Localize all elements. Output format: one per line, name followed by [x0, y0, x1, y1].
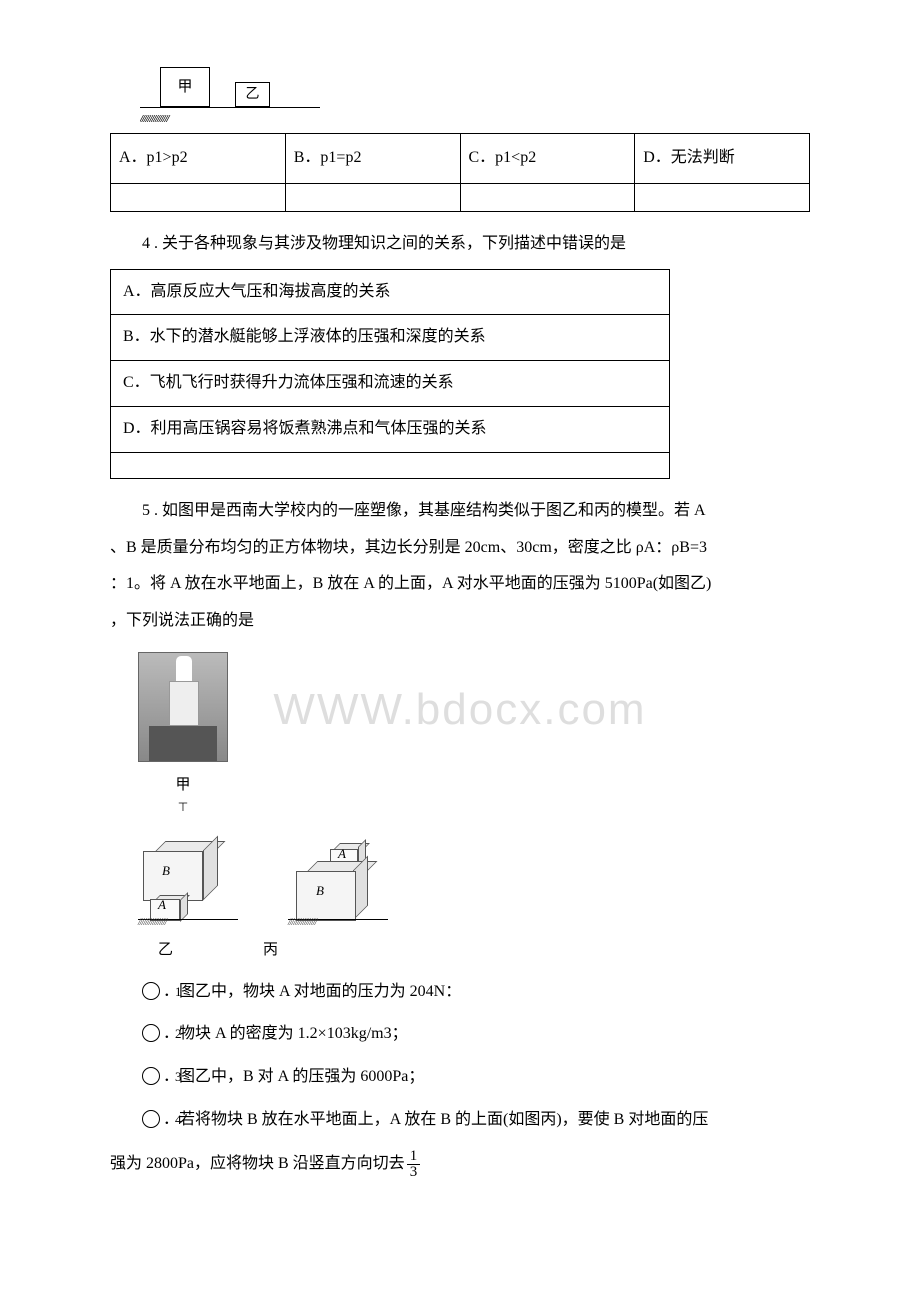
circled-3: 3	[142, 1067, 160, 1085]
tick-under: ⊤	[138, 797, 228, 819]
q4-choices-table: A．高原反应大气压和海拔高度的关系 B．水下的潜水艇能够上浮液体的压强和深度的关…	[110, 269, 670, 479]
q5-line4: ，下列说法正确的是	[110, 607, 810, 636]
cube-label-yi: 乙	[158, 937, 173, 964]
statement-4: 4．若将物块 B 放在水平地面上，A 放在 B 的上面(如图丙)，要使 B 对地…	[110, 1106, 810, 1135]
block-yi: 乙	[235, 82, 270, 107]
hatch-marks: ///////////////	[140, 115, 320, 123]
block-jia-label: 甲	[177, 74, 192, 101]
statement-4-text: ．若将物块 B 放在水平地面上，A 放在 B 的上面(如图丙)，要使 B 对地面…	[163, 1111, 708, 1128]
statue-label-jia: 甲	[138, 772, 228, 799]
block-jia: 甲	[160, 67, 210, 107]
q5-line1: 5 . 如图甲是西南大学校内的一座塑像，其基座结构类似于图乙和丙的模型。若 A	[110, 497, 810, 526]
statement-2-text: ．物块 A 的密度为 1.2×103kg/m3；	[163, 1025, 408, 1042]
cube-diagrams: B A //////////////// A B ///////////////…	[138, 833, 810, 933]
statement-1: 1．图乙中，物块 A 对地面的压力为 204N：	[110, 978, 810, 1007]
statement-3-text: ．图乙中，B 对 A 的压强为 6000Pa；	[163, 1068, 424, 1085]
q3-choices-table: A．p1>p2 B．p1=p2 C．p1<p2 D．无法判断	[110, 133, 810, 212]
cube-label-bing: 丙	[263, 937, 278, 964]
circled-2: 2	[142, 1024, 160, 1042]
circled-1: 1	[142, 982, 160, 1000]
block-yi-label: 乙	[246, 82, 260, 107]
statement-2: 2．物块 A 的密度为 1.2×103kg/m3；	[110, 1020, 810, 1049]
q4-choice-c: C．飞机飞行时获得升力流体压强和流速的关系	[111, 361, 670, 407]
statue-image	[138, 652, 810, 762]
q4-choice-b: B．水下的潜水艇能够上浮液体的压强和深度的关系	[111, 315, 670, 361]
choice-a: A．p1>p2	[111, 134, 286, 184]
statement-4-cont: 强为 2800Pa，应将物块 B 沿竖直方向切去13	[110, 1149, 810, 1180]
q4-choice-a: A．高原反应大气压和海拔高度的关系	[111, 269, 670, 315]
cube-labels-row: 乙 丙	[158, 937, 810, 964]
cube-bing-b-label: B	[316, 879, 324, 902]
q4-text: 4 . 关于各种现象与其涉及物理知识之间的关系，下列描述中错误的是	[110, 230, 810, 259]
frac-numerator: 1	[407, 1149, 421, 1165]
q5-line3: ：1。将 A 放在水平地面上，B 放在 A 的上面，A 对水平地面的压强为 51…	[110, 570, 810, 599]
q3-diagram: 甲 乙 ///////////////	[140, 60, 320, 115]
q5-line2: 、B 是质量分布均匀的正方体物块，其边长分别是 20cm、30cm，密度之比 ρ…	[110, 534, 810, 563]
ground-line	[140, 107, 320, 115]
cube-yi-group: B A ////////////////	[138, 833, 238, 933]
choice-b: B．p1=p2	[285, 134, 460, 184]
frac-denominator: 3	[407, 1165, 421, 1180]
cube-yi-a-label: A	[158, 893, 166, 916]
statement-4-cont-text: 强为 2800Pa，应将物块 B 沿竖直方向切去	[110, 1155, 405, 1172]
fraction: 13	[405, 1149, 423, 1180]
circled-4: 4	[142, 1110, 160, 1128]
cube-bing-group: A B ////////////////	[288, 833, 388, 933]
q4-choice-d: D．利用高压锅容易将饭煮熟沸点和气体压强的关系	[111, 406, 670, 452]
choice-c: C．p1<p2	[460, 134, 635, 184]
cube-yi-b-label: B	[162, 859, 170, 882]
statement-3: 3．图乙中，B 对 A 的压强为 6000Pa；	[110, 1063, 810, 1092]
statement-1-text: ．图乙中，物块 A 对地面的压力为 204N：	[163, 983, 461, 1000]
choice-d: D．无法判断	[635, 134, 810, 184]
